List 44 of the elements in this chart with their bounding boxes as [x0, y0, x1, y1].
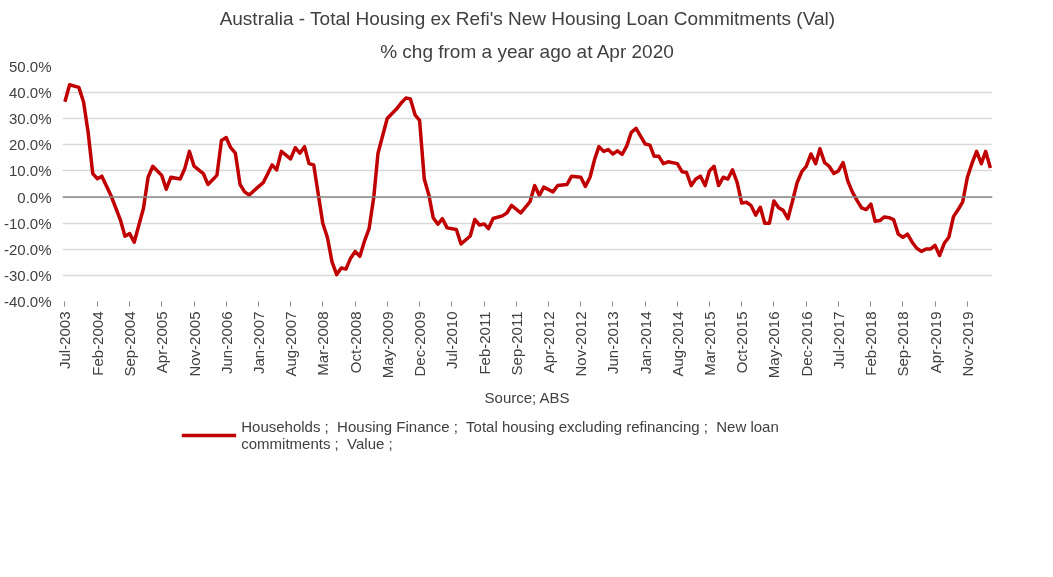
x-tick-label: Jul-2017 — [829, 311, 847, 370]
y-tick-label: 30.0% — [8, 110, 52, 128]
x-tick-label: Jun-2013 — [604, 311, 622, 375]
x-tick-label: Nov-2012 — [572, 311, 590, 377]
x-tick-label: Apr-2005 — [153, 311, 171, 374]
x-tick-label: May-2009 — [378, 311, 396, 379]
x-tick-label: Oct-2015 — [733, 311, 751, 374]
y-tick-label: 0.0% — [17, 188, 52, 206]
x-tick-label: Jan-2007 — [250, 311, 268, 375]
x-tick-label: Jul-2010 — [443, 311, 461, 370]
y-tick-label: 50.0% — [8, 58, 52, 75]
x-tick-label: Aug-2014 — [668, 311, 686, 377]
x-tick-label: Aug-2007 — [282, 311, 300, 377]
x-tick-label: Jan-2014 — [636, 311, 654, 375]
x-tick-label: Jun-2006 — [217, 311, 235, 375]
chart-title: Australia - Total Housing ex Refi's New Housing Loan Commitments (Val) — [219, 7, 836, 29]
x-tick-label: Sep-2018 — [894, 311, 912, 377]
chart-subtitle: % chg from a year ago at Apr 2020 — [380, 40, 674, 62]
x-tick-label: Feb-2011 — [475, 311, 493, 375]
y-tick-label: -30.0% — [3, 266, 52, 284]
x-tick-label: Apr-2019 — [926, 311, 944, 374]
x-tick-label: Mar-2008 — [314, 311, 332, 376]
x-tick-label: Nov-2005 — [185, 311, 203, 377]
y-tick-label: -20.0% — [3, 240, 52, 258]
y-tick-label: -10.0% — [3, 214, 52, 232]
x-tick-label: Feb-2004 — [88, 311, 106, 376]
x-tick-label: Dec-2009 — [411, 311, 429, 377]
x-tick-label: Apr-2012 — [539, 311, 557, 374]
x-tick-label: Oct-2008 — [346, 311, 364, 374]
source-note: Source; ABS — [484, 388, 570, 406]
legend-label: Households ; Housing Finance ; Total housing excluding refinancing ; New loan commitments ; Value ; — [241, 418, 779, 452]
y-tick-label: 40.0% — [8, 84, 52, 102]
y-tick-label: 10.0% — [8, 162, 52, 180]
x-tick-label: Sep-2004 — [121, 311, 139, 377]
x-tick-label: Jul-2003 — [56, 311, 74, 370]
line-series — [63, 83, 993, 277]
y-tick-label: 20.0% — [8, 136, 52, 154]
x-tick-label: Mar-2015 — [700, 311, 718, 376]
x-tick-label: May-2016 — [765, 311, 783, 379]
x-tick-label: Nov-2019 — [958, 311, 976, 377]
x-tick-label: Feb-2018 — [862, 311, 880, 376]
x-tick-label: Dec-2016 — [797, 311, 815, 377]
x-tick-label: Sep-2011 — [507, 311, 525, 376]
y-tick-label: -40.0% — [3, 293, 52, 310]
